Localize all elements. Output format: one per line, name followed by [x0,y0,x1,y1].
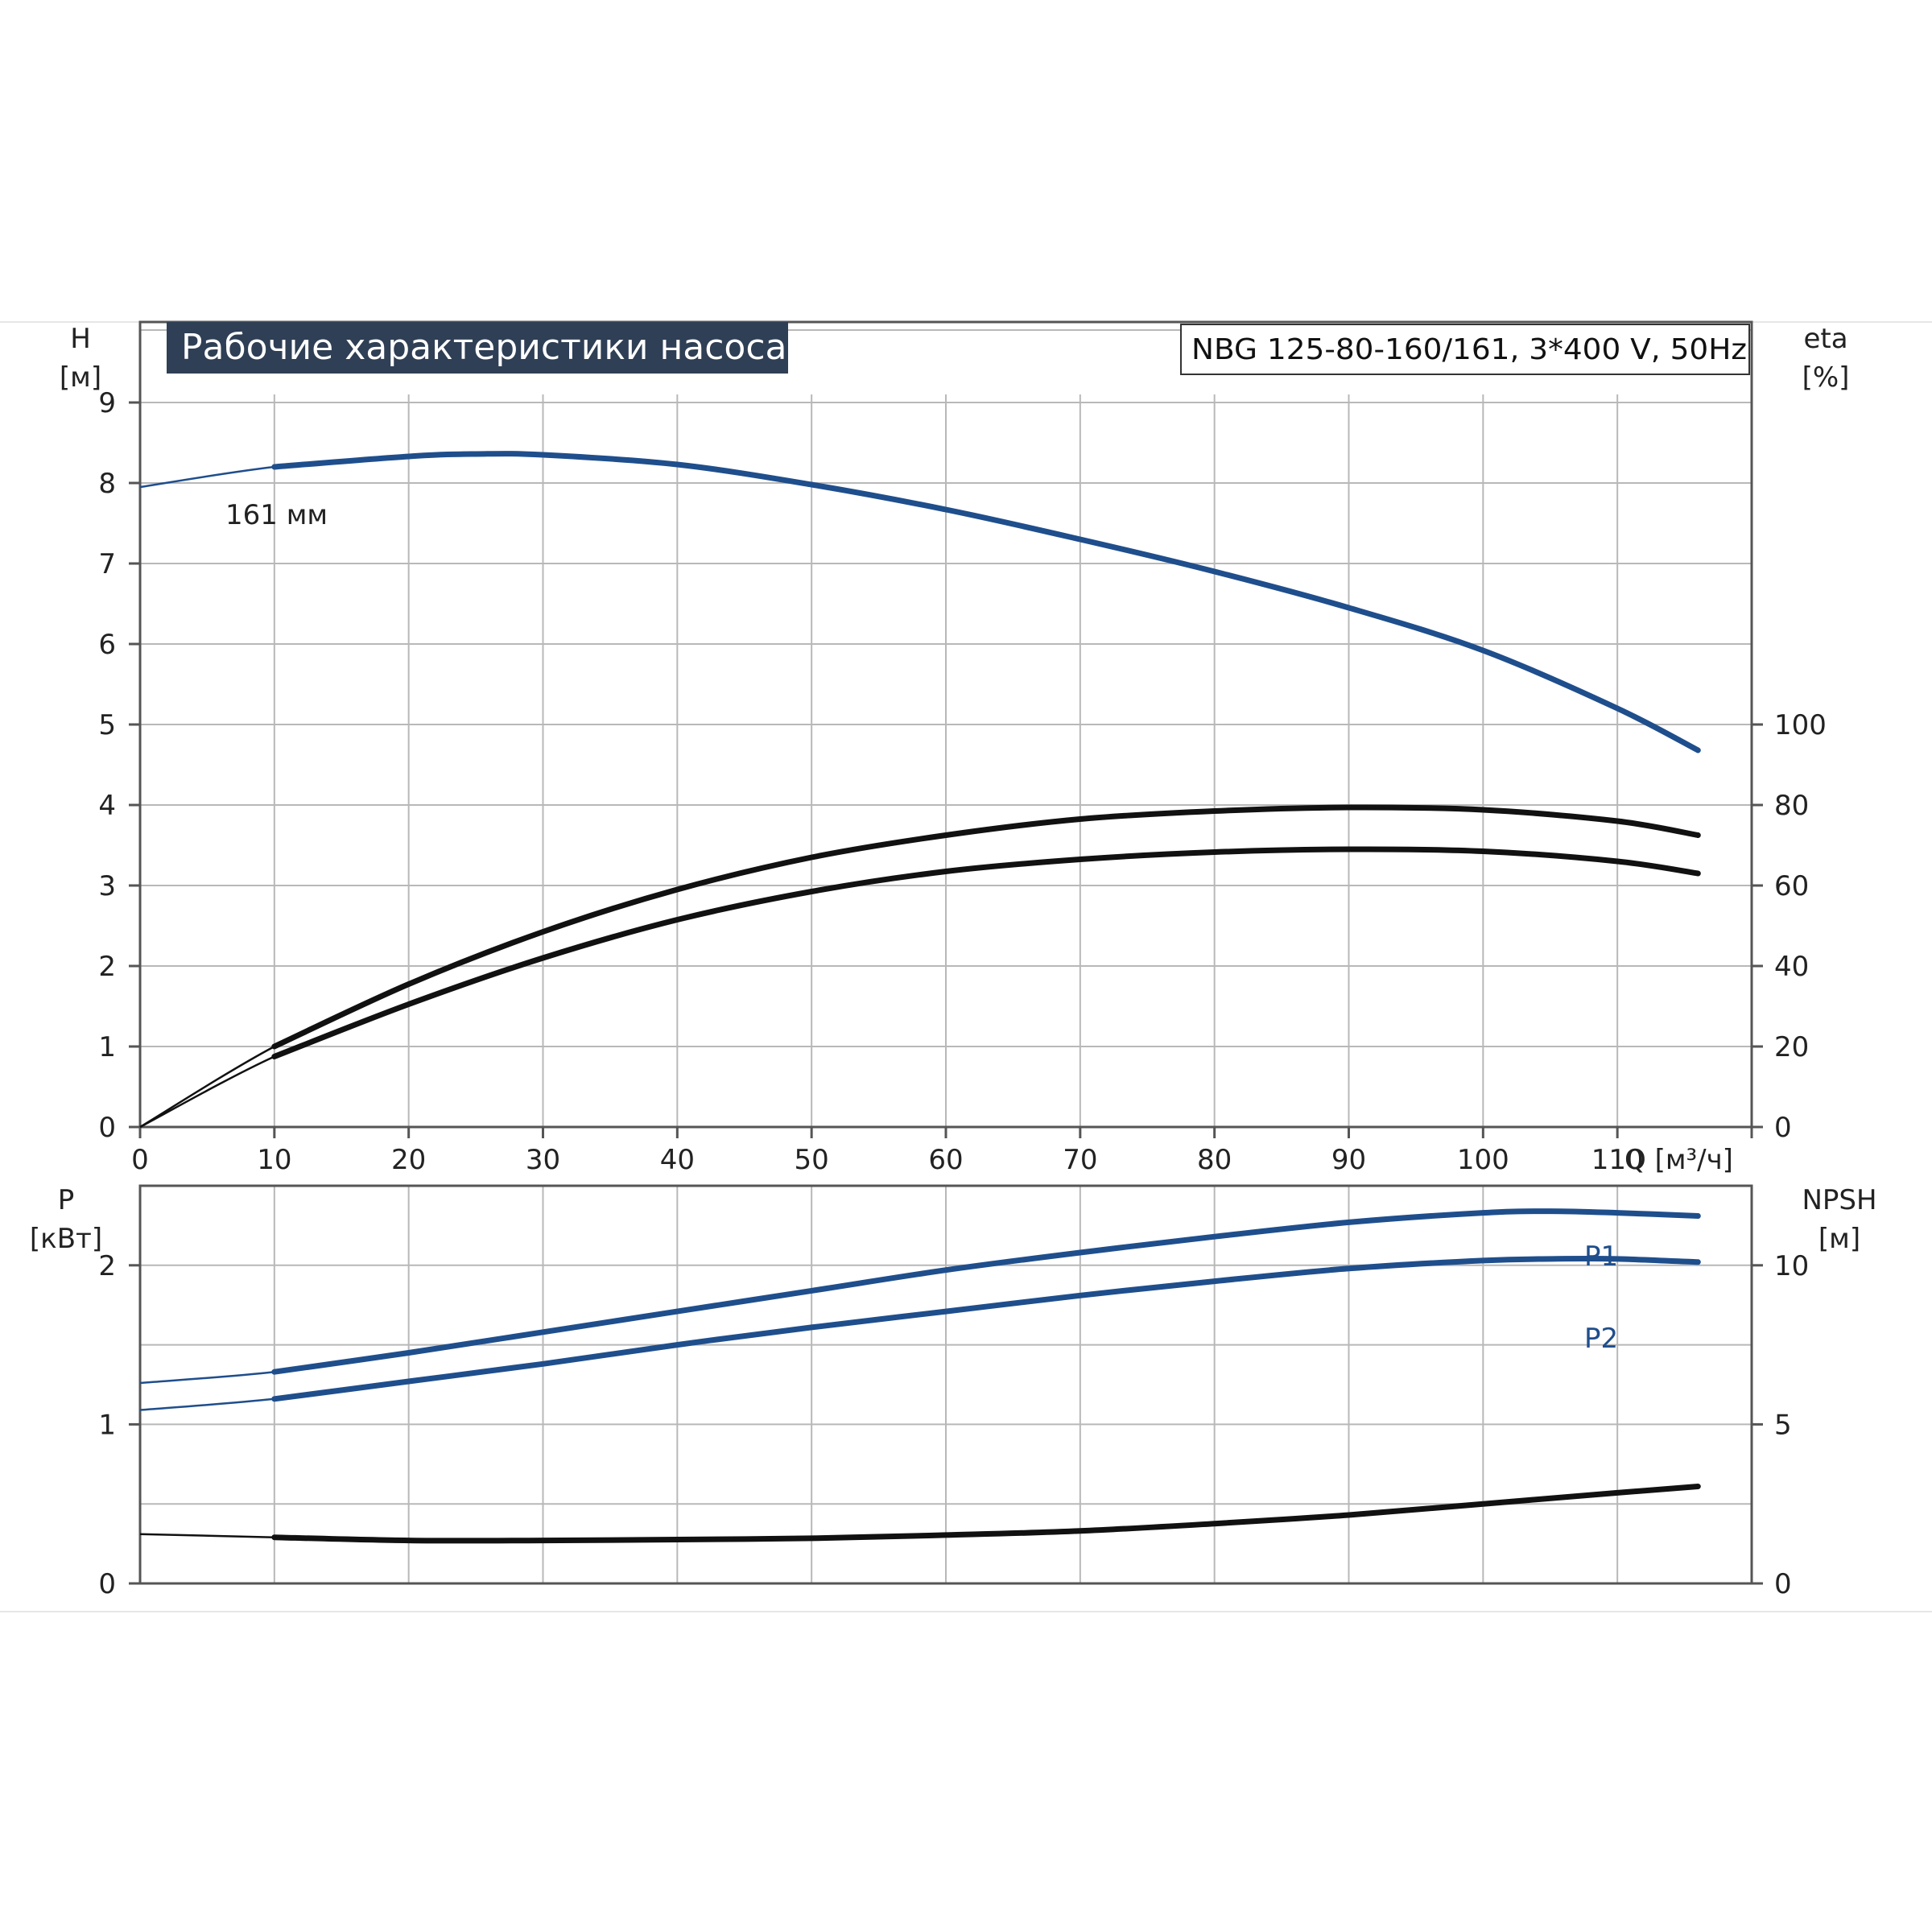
right-axis-tick-label: 40 [1774,951,1809,983]
model-box [1180,324,1750,375]
top-panel-grid [140,329,1752,1127]
p2-curve-label: P2 [1584,1323,1618,1355]
npsh-curve-thin [139,1485,1699,1542]
left-axis-tick-label: 9 [98,387,116,419]
left-axis-tick-label: 6 [98,629,116,661]
right-axis-tick-label: 0 [1774,1112,1792,1144]
x-axis-tick-label: 50 [795,1144,829,1176]
top-panel-curves [139,451,1701,1129]
left-axis-tick-label: 0 [98,1112,116,1144]
x-axis-tick-label: 60 [928,1144,963,1176]
x-axis-tick-label: 80 [1197,1144,1232,1176]
left-axis-tick-label: 0 [98,1568,116,1600]
right-axis-tick-label: 60 [1774,870,1809,902]
right-axis-tick-label: 80 [1774,790,1809,822]
eta-axis-label: eta [1803,323,1847,355]
p1-curve-label: P1 [1584,1241,1618,1273]
left-axis-tick-label: 2 [98,951,116,983]
q-axis-label: Q [м³/ч] [1624,1144,1733,1176]
x-axis-tick-label: 70 [1063,1144,1097,1176]
chart-title: Рабочие характеристики насоса [181,327,786,368]
x-axis-tick-label: 90 [1331,1144,1366,1176]
left-axis-tick-label: 2 [98,1250,116,1282]
npsh-curve [271,1484,1701,1544]
x-axis-tick-label: 10 [257,1144,291,1176]
impeller-diameter-label: 161 мм [225,499,328,531]
left-axis-tick-label: 1 [98,1409,116,1441]
left-axis-tick-label: 5 [98,709,116,741]
bottom-panel-ticks: 0 1 2 0 5 10 [98,1250,1809,1600]
right-axis-tick-label: 5 [1774,1409,1792,1441]
x-axis-tick-label: 100 [1457,1144,1509,1176]
title-background [167,322,788,374]
left-axis-tick-label: 8 [98,468,116,500]
p1-curve [271,1208,1701,1375]
p-axis-unit: [кВт] [30,1223,102,1255]
left-axis-tick-label: 1 [98,1031,116,1063]
eta_upper-curve [271,804,1701,1050]
x-axis-tick-label: 40 [660,1144,695,1176]
x-axis-tick-label: 0 [131,1144,149,1176]
pump-model-label: NBG 125-80-160/161, 3*400 V, 50Hz [1191,333,1747,366]
x-axis-tick-label: 20 [391,1144,426,1176]
x-axis-tick-label: 30 [526,1144,560,1176]
npsh-axis-label: NPSH [1802,1184,1876,1216]
h-curve-thin [139,452,1699,752]
left-axis-tick-label: 7 [98,548,116,580]
bottom-panel-grid [140,1186,1752,1583]
right-axis-tick-label: 0 [1774,1568,1792,1600]
h-axis-unit: [м] [60,361,101,394]
eta_lower-curve [271,846,1701,1059]
h-axis-label: H [70,323,91,355]
eta-axis-unit: [%] [1802,361,1850,394]
right-axis-tick-label: 20 [1774,1031,1809,1063]
h-curve [271,451,1701,753]
eta_upper-curve-thin [139,806,1699,1129]
bottom-panel-curves [139,1208,1701,1544]
p2-curve [271,1256,1701,1402]
right-axis-tick-label: 10 [1774,1250,1809,1282]
right-axis-tick-label: 100 [1774,709,1827,741]
left-axis-tick-label: 3 [98,870,116,902]
left-axis-tick-label: 4 [98,790,116,822]
bottom-panel-frame [138,1184,1753,1585]
eta_lower-curve-thin [139,848,1699,1129]
npsh-axis-unit: [м] [1818,1223,1860,1255]
p-axis-label: P [58,1184,75,1216]
x-axis-tick-label: 110 [1591,1144,1644,1176]
